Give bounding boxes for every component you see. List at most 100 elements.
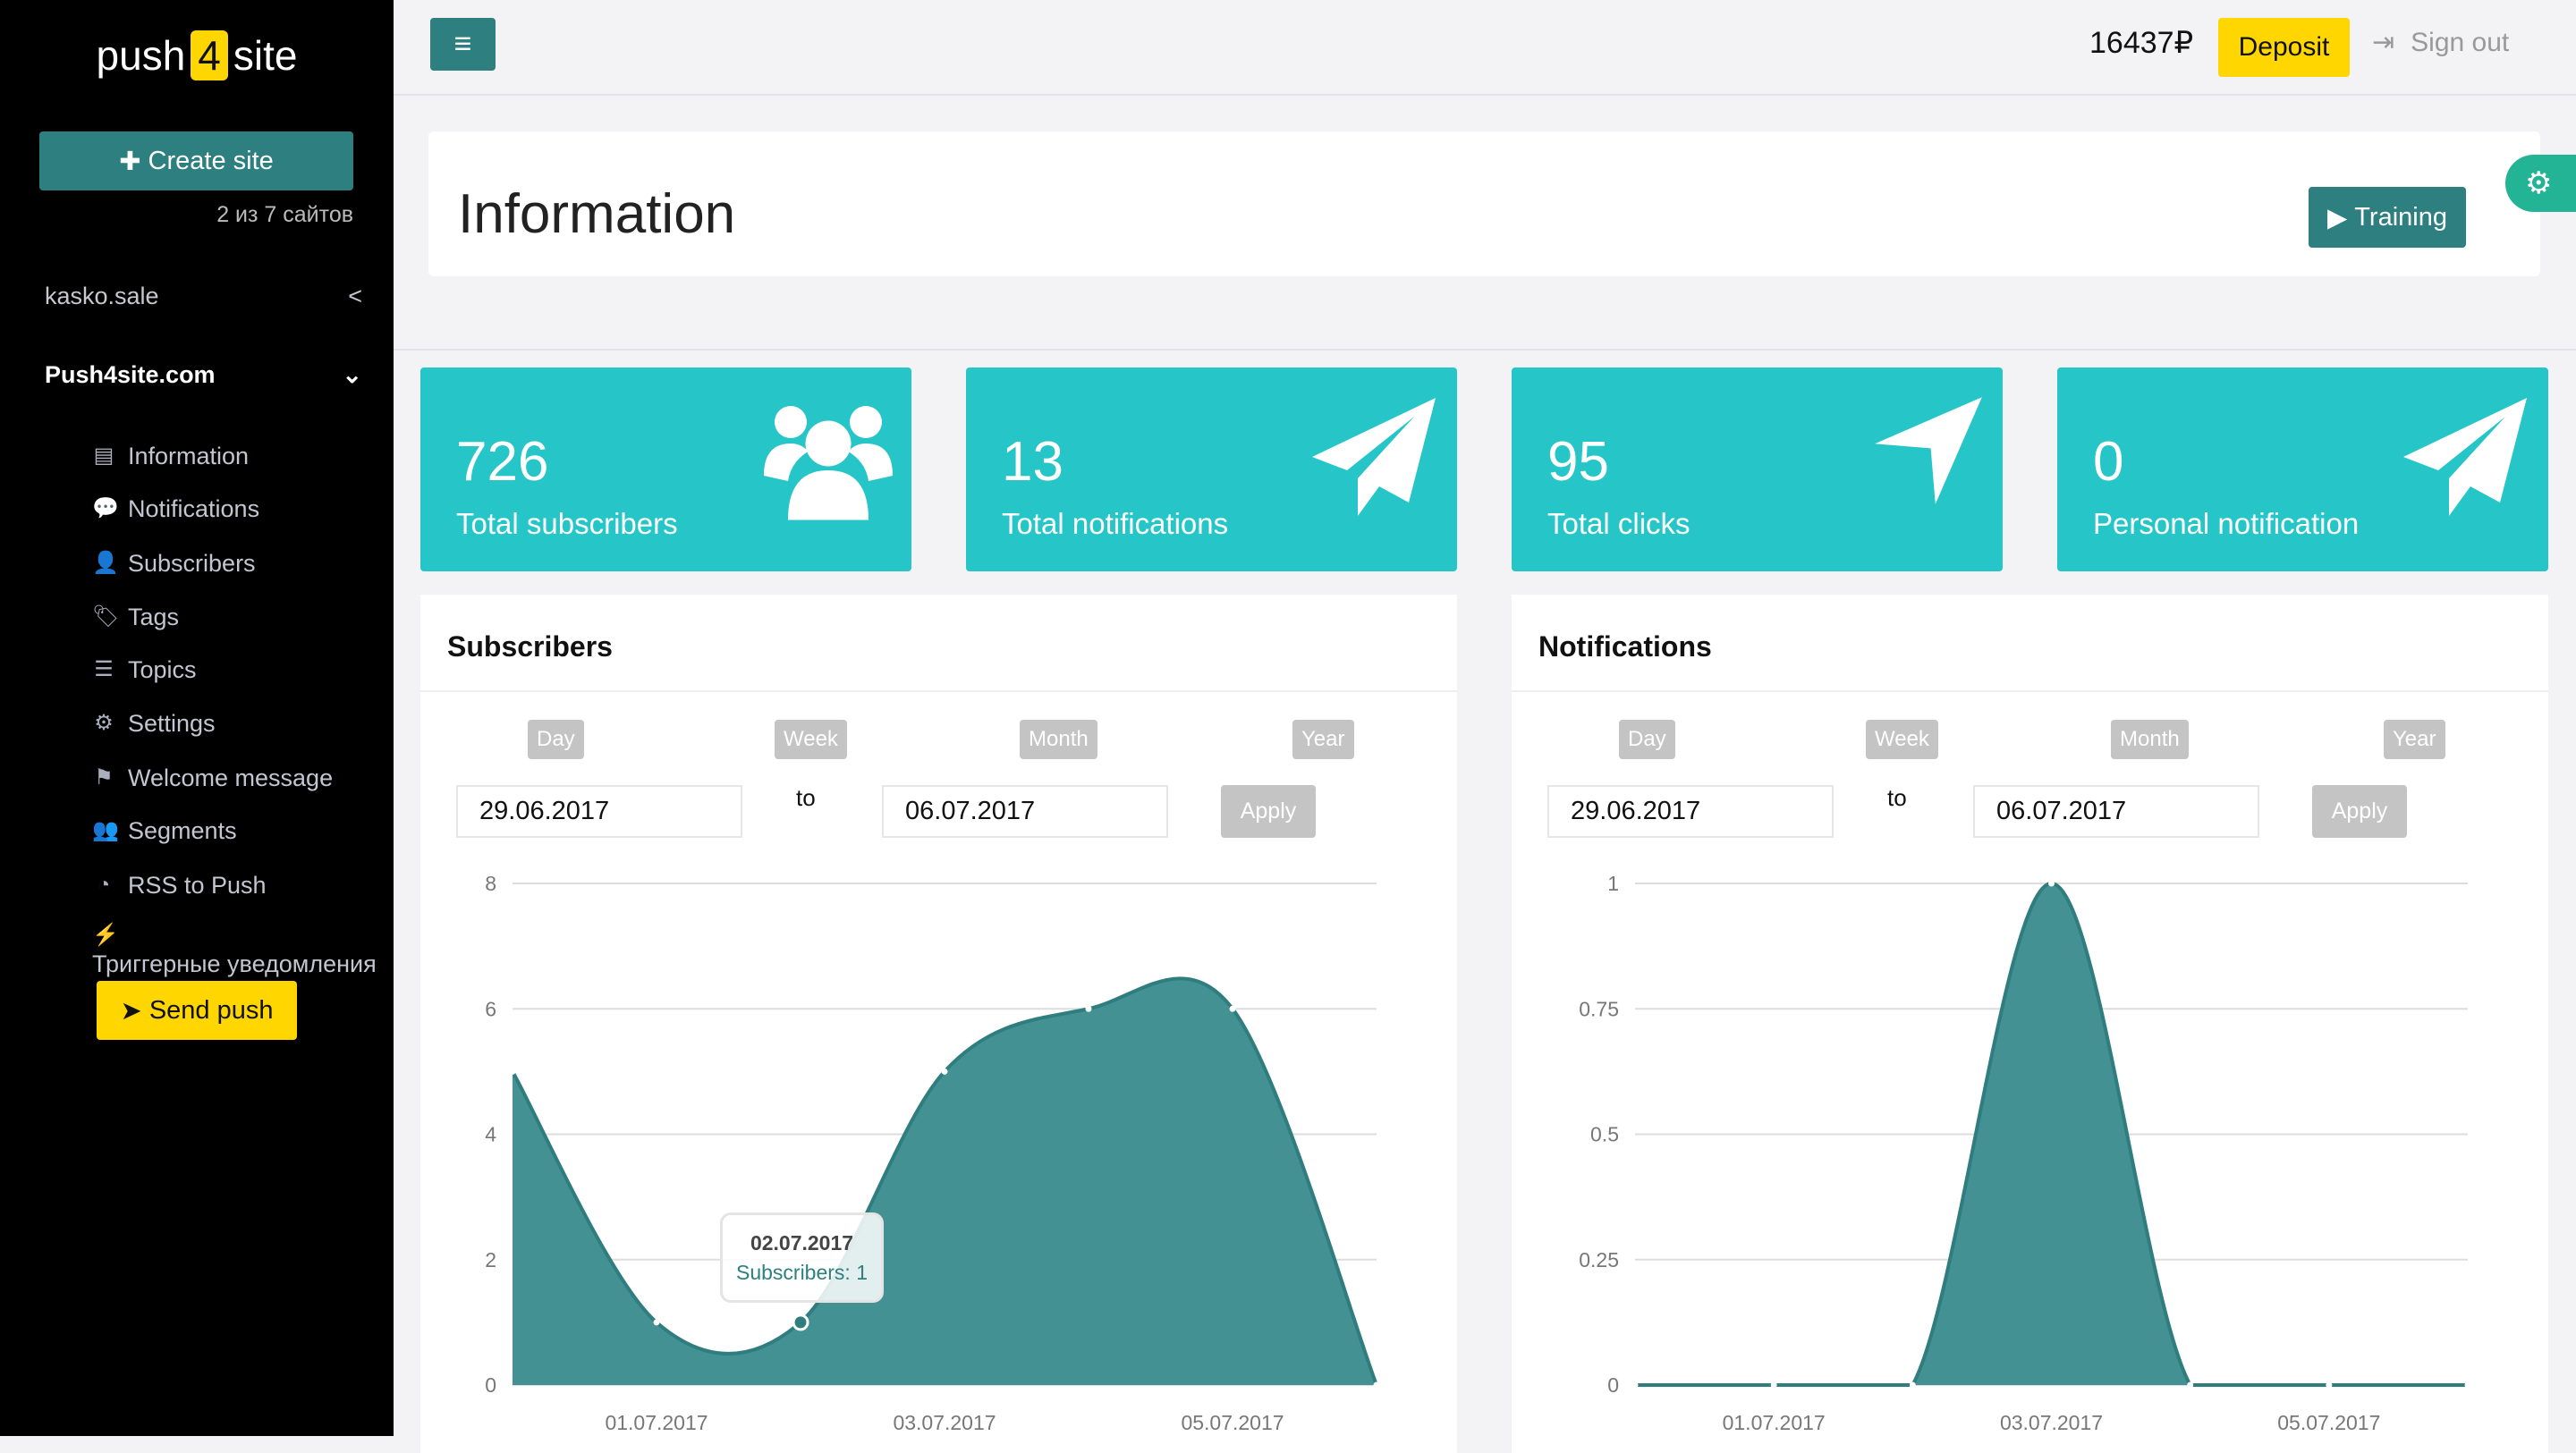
y-tick-label: 1 [1607, 872, 1619, 895]
data-point [1373, 1381, 1380, 1389]
date-to-input[interactable]: 06.07.2017 [1973, 785, 2259, 838]
sign-out-label: Sign out [2411, 27, 2510, 57]
to-label: to [1887, 784, 1907, 811]
training-button[interactable]: ▶ Training [2309, 187, 2466, 248]
y-tick-label: 0.25 [1579, 1248, 1619, 1271]
site-name: kasko.sale [45, 283, 159, 309]
y-tick-label: 0 [1607, 1373, 1619, 1397]
sidebar-item-segments[interactable]: 👥 Segments [92, 816, 237, 845]
stat-card-total-subscribers: 726 Total subscribers [420, 367, 911, 571]
paper-plane-icon: ➤ [120, 996, 142, 1026]
data-point [1631, 1381, 1639, 1389]
to-label: to [796, 784, 816, 811]
data-point [1085, 1005, 1092, 1012]
data-point [2187, 1381, 2194, 1389]
data-point [941, 1068, 948, 1075]
settings-tab[interactable]: ⚙ [2505, 155, 2576, 212]
period-year-button[interactable]: Year [1292, 720, 1354, 759]
x-tick-label: 05.07.2017 [1181, 1411, 1284, 1434]
create-site-button[interactable]: ✚ Create site [39, 131, 353, 190]
x-tick-label: 01.07.2017 [1723, 1411, 1826, 1434]
panel-title: Notifications [1538, 630, 1712, 663]
tooltip-date: 02.07.2017 [750, 1231, 854, 1254]
period-week-button[interactable]: Week [775, 720, 847, 759]
sidebar-item-label: Notifications [128, 495, 260, 522]
y-tick-label: 4 [485, 1123, 496, 1146]
sidebar: push 4 site ✚ Create site 2 из 7 сайтов kas… [0, 0, 394, 1436]
period-month-button[interactable]: Month [2111, 720, 2189, 759]
sign-out-link[interactable]: ⇥ Sign out [2372, 27, 2509, 58]
y-tick-label: 0 [485, 1373, 496, 1397]
sidebar-item-settings[interactable]: ⚙ Settings [92, 709, 215, 738]
sidebar-item-label: Subscribers [128, 550, 256, 577]
period-day-button[interactable]: Day [1619, 720, 1675, 759]
site-push4site[interactable]: Push4site.com ⌄ [45, 361, 362, 389]
period-day-button[interactable]: Day [528, 720, 584, 759]
period-week-button[interactable]: Week [1866, 720, 1938, 759]
logo[interactable]: push 4 site [0, 30, 394, 80]
gear-icon: ⚙ [94, 711, 114, 735]
data-point [1229, 1005, 1236, 1012]
area-fill [1635, 883, 2468, 1385]
y-tick-label: 2 [485, 1248, 496, 1271]
data-point [1770, 1381, 1777, 1389]
sidebar-item-label: Information [128, 443, 250, 469]
chart-tooltip: 02.07.2017 Subscribers: 1 [720, 1212, 884, 1303]
play-icon: ▶ [2326, 203, 2348, 232]
apply-button[interactable]: Apply [1221, 785, 1316, 838]
sidebar-item-rss-to-push[interactable]: ◔ RSS to Push [92, 871, 267, 900]
divider [420, 690, 1457, 692]
x-tick-label: 03.07.2017 [893, 1411, 996, 1434]
tag-icon: 🏷 [92, 604, 120, 629]
sidebar-item-information[interactable]: ▤ Information [92, 442, 249, 470]
menu-toggle-button[interactable]: ≡ [430, 18, 496, 71]
deposit-button[interactable]: Deposit [2218, 18, 2350, 77]
stat-value: 726 [456, 431, 549, 493]
bars-icon: ≡ [453, 27, 472, 61]
panel-title: Subscribers [447, 630, 613, 663]
logo-text: site [233, 32, 298, 79]
y-tick-label: 8 [485, 872, 496, 895]
notifications-panel: Notifications Day Week Month Year 29.06.2017… [1512, 595, 2548, 1453]
divider [394, 349, 2576, 351]
period-year-button[interactable]: Year [2384, 720, 2445, 759]
sidebar-item-subscribers[interactable]: 👤 Subscribers [92, 549, 256, 578]
sidebar-item-label: Segments [128, 817, 237, 844]
period-month-button[interactable]: Month [1020, 720, 1097, 759]
sidebar-item-label: Триггерные уведомления [92, 950, 377, 977]
sidebar-item-tags[interactable]: 🏷 Tags [92, 603, 179, 631]
y-tick-label: 0.5 [1590, 1123, 1619, 1146]
apply-button[interactable]: Apply [2312, 785, 2407, 838]
send-push-button[interactable]: ➤ Send push [97, 981, 297, 1040]
data-point [2464, 1381, 2471, 1389]
sidebar-item-label: Tags [128, 604, 180, 630]
sidebar-item-welcome-message[interactable]: ⚑ Welcome message [92, 764, 333, 792]
date-from-input[interactable]: 29.06.2017 [456, 785, 742, 838]
page-title: Information [458, 183, 736, 245]
logo-badge: 4 [191, 30, 228, 80]
stat-label: Total notifications [1002, 507, 1229, 540]
sidebar-item-label: Topics [128, 656, 197, 683]
divider [1512, 690, 2548, 692]
stat-card-total-clicks: 95 Total clicks [1512, 367, 2003, 571]
stat-card-personal-notification: 0 Personal notification [2057, 367, 2548, 571]
topbar [394, 0, 2576, 96]
date-from-input[interactable]: 29.06.2017 [1547, 785, 1834, 838]
date-to-input[interactable]: 06.07.2017 [882, 785, 1168, 838]
user-icon: 👤 [92, 551, 119, 575]
balance: 16437₽ [2089, 26, 2194, 60]
stat-label: Total subscribers [456, 507, 678, 540]
logo-text: push [96, 32, 186, 79]
sidebar-item-topics[interactable]: ☰ Topics [92, 655, 197, 684]
data-point [2326, 1381, 2333, 1389]
chevron-down-icon: ⌄ [342, 361, 362, 388]
x-tick-label: 01.07.2017 [605, 1411, 708, 1434]
site-kasko-sale[interactable]: kasko.sale < [45, 283, 362, 310]
list-alt-icon: ▤ [93, 444, 114, 468]
send-push-label: Send push [148, 995, 274, 1025]
plus-icon: ✚ [119, 147, 141, 176]
data-point [792, 1314, 809, 1331]
sidebar-item-триггерные-уведомления[interactable]: ⚡ Триггерные уведомления [92, 921, 378, 978]
subscribers-panel: Subscribers Day Week Month Year 29.06.2017 t… [420, 595, 1457, 1453]
sidebar-item-notifications[interactable]: 💬 Notifications [92, 494, 259, 523]
